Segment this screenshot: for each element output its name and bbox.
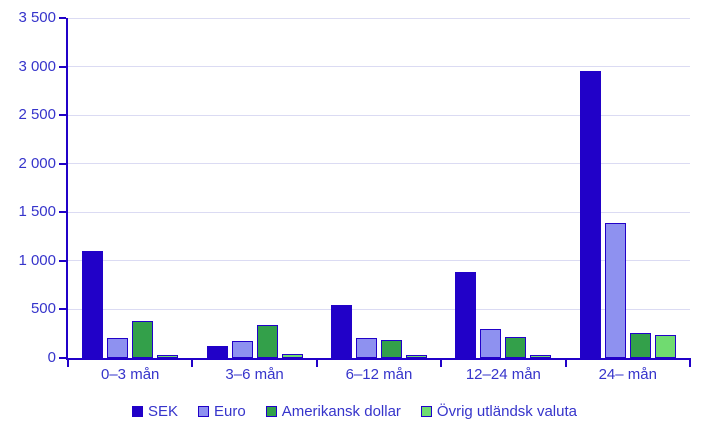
legend: SEK Euro Amerikansk dollar Övrig utländsk v… (0, 403, 709, 420)
bar--vrig-utl-ndsk-valuta (405, 354, 427, 358)
x-axis-line (66, 358, 691, 360)
x-category-label: 0–3 mån (101, 366, 160, 383)
bar-group (441, 18, 565, 358)
bar-group (68, 18, 192, 358)
bar--vrig-utl-ndsk-valuta (654, 334, 676, 358)
y-tick (59, 357, 66, 359)
x-tick (67, 360, 69, 367)
y-tick (59, 17, 66, 19)
y-tick-label: 3 500 (18, 9, 56, 26)
x-tick (440, 360, 443, 367)
y-tick (59, 259, 66, 262)
legend-swatch (132, 406, 143, 417)
bar-sek (330, 305, 352, 358)
y-gridline (68, 163, 690, 165)
x-category-label: 24– mån (598, 366, 657, 383)
y-gridline (68, 66, 690, 68)
bar-euro (480, 328, 502, 358)
bar-group (566, 18, 690, 358)
y-tick-label: 0 (47, 349, 56, 366)
bar-amerikansk-dollar (505, 337, 527, 358)
bar-group (317, 18, 441, 358)
bar--vrig-utl-ndsk-valuta (281, 353, 303, 358)
bar-euro (231, 341, 253, 358)
legend-label: Amerikansk dollar (281, 403, 401, 420)
y-axis-line (66, 18, 68, 360)
x-axis-labels: 0–3 mån 3–6 mån 6–12 mån 12–24 mån 24– mån (68, 366, 690, 388)
x-category-label: 3–6 mån (225, 366, 284, 383)
bar--vrig-utl-ndsk-valuta (157, 354, 179, 358)
bar-sek (579, 71, 601, 358)
x-category-label: 12–24 mån (465, 366, 541, 383)
bar-euro (355, 337, 377, 358)
legend-swatch (420, 406, 432, 417)
plot-area (59, 17, 691, 367)
bar-sek (206, 346, 228, 358)
y-gridline (68, 114, 690, 116)
bar-euro (604, 222, 626, 358)
y-gridline (68, 308, 690, 310)
legend-item: Amerikansk dollar (265, 403, 401, 420)
x-category-label: 6–12 mån (345, 366, 413, 383)
legend-item: SEK (132, 403, 178, 420)
y-tick-label: 1 000 (18, 251, 56, 269)
bar-sek (455, 271, 477, 358)
legend-item: Euro (198, 403, 246, 420)
legend-item: Övrig utländsk valuta (420, 403, 577, 420)
legend-label: SEK (148, 403, 179, 420)
bar-amerikansk-dollar (256, 324, 278, 358)
bar-amerikansk-dollar (132, 321, 154, 358)
bar-euro (107, 337, 129, 358)
y-tick-label: 1 500 (18, 203, 56, 221)
bar-sek (82, 251, 104, 358)
y-tick (59, 211, 66, 214)
legend-swatch (265, 406, 277, 417)
x-tick (564, 360, 567, 367)
bar-amerikansk-dollar (380, 340, 402, 358)
bar-amerikansk-dollar (629, 332, 651, 358)
y-tick-label: 500 (30, 300, 56, 318)
legend-label: Euro (214, 403, 246, 420)
y-tick-label: 3 000 (18, 57, 56, 75)
y-gridline (68, 260, 690, 262)
legend-label: Övrig utländsk valuta (436, 403, 577, 420)
y-tick-label: 2 000 (18, 154, 56, 172)
x-tick (315, 360, 318, 367)
legend-swatch (198, 406, 210, 417)
y-tick (59, 308, 66, 311)
x-tick (191, 360, 194, 367)
bar-group (192, 18, 316, 358)
y-tick (59, 65, 66, 68)
bar--vrig-utl-ndsk-valuta (530, 354, 552, 358)
y-tick (59, 114, 66, 117)
y-gridline (68, 211, 690, 213)
y-tick-label: 2 500 (18, 106, 56, 124)
y-gridline (68, 17, 690, 19)
x-tick (689, 360, 691, 367)
y-tick (59, 162, 66, 165)
